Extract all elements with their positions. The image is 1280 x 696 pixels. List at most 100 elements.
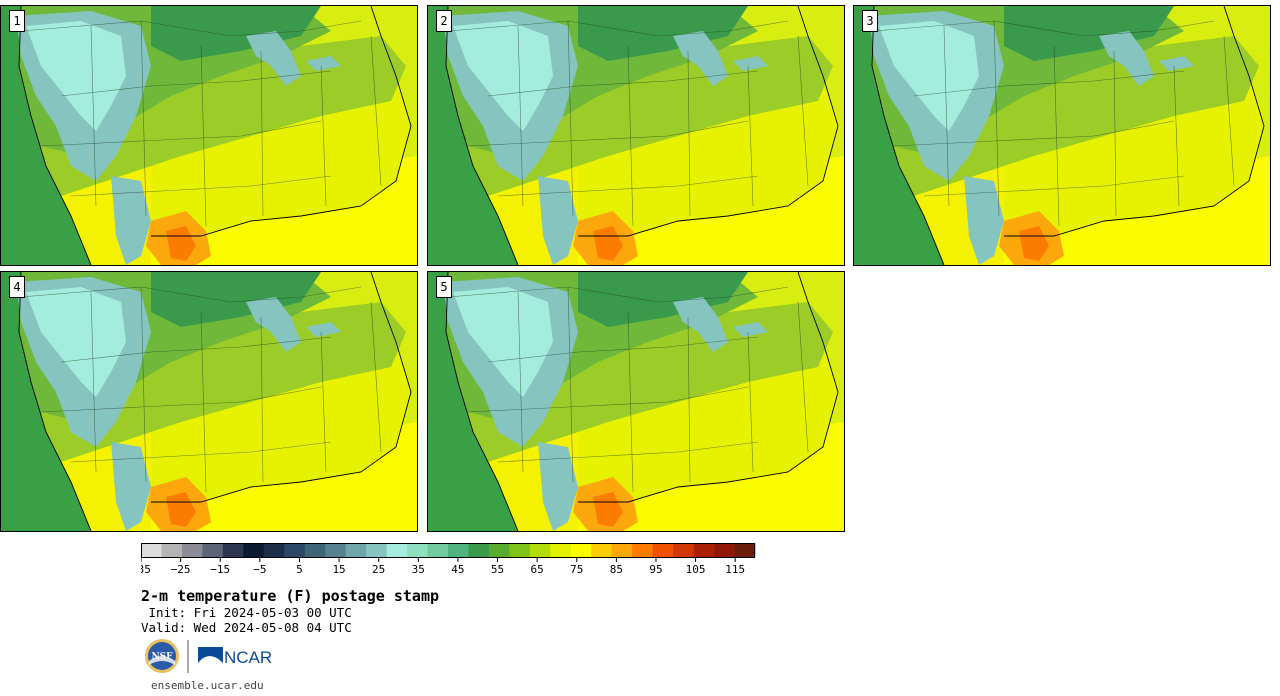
map-region-north-band — [578, 6, 748, 61]
colorbar-swatch — [591, 543, 613, 557]
colorbar-tick-label: 45 — [451, 563, 464, 576]
state-border — [260, 316, 264, 483]
footer-url: ensemble.ucar.edu — [151, 679, 264, 692]
colorbar-tick-label: −35 — [141, 563, 151, 576]
colorbar-swatch — [345, 543, 367, 557]
map-region-southeast-land — [151, 342, 411, 502]
state-border — [260, 50, 264, 217]
map-region-high-mountains — [453, 21, 553, 131]
panel-number: 2 — [436, 10, 452, 32]
map-region-south-mountains — [111, 442, 151, 531]
map-region-south-mountains — [538, 442, 578, 531]
colorbar-swatch — [734, 543, 756, 557]
state-border — [320, 65, 327, 207]
map-region-great-lakes — [673, 297, 768, 352]
colorbar-tick-label: 115 — [725, 563, 745, 576]
map-region-great-lakes — [246, 297, 341, 352]
state-border — [627, 45, 634, 227]
state-border — [913, 70, 1185, 97]
state-border — [447, 286, 789, 303]
state-border — [497, 441, 759, 463]
colorbar-swatch — [673, 543, 694, 557]
colorbar-tick-label: 25 — [372, 563, 385, 576]
colorbar-tick-label: 35 — [412, 563, 425, 576]
colorbar-tick-label: 95 — [649, 563, 662, 576]
state-border — [797, 35, 809, 187]
panel-2: 2 — [427, 5, 845, 266]
state-border — [60, 336, 332, 363]
map-region-high-mountains — [26, 287, 126, 397]
state-border — [517, 291, 524, 473]
state-border — [687, 50, 691, 217]
colorbar-swatch — [611, 543, 633, 557]
colorbar-swatch — [407, 543, 428, 557]
colorbar-swatch — [181, 543, 203, 557]
colorbar-swatch — [243, 543, 265, 557]
state-border — [90, 291, 97, 473]
temperature-map — [428, 6, 844, 265]
coastline — [18, 272, 412, 531]
map-region-north-band — [1004, 6, 1174, 61]
colorbar-swatch — [304, 543, 326, 557]
map-region-great-lakes — [246, 31, 341, 86]
colorbar-swatch — [202, 543, 224, 557]
state-border — [90, 25, 97, 207]
colorbar-swatch — [366, 543, 387, 557]
colorbar-swatch — [529, 543, 551, 557]
init-time: Init: Fri 2024-05-03 00 UTC — [141, 605, 352, 620]
coastline — [445, 6, 839, 265]
state-border — [747, 331, 754, 473]
map-region-texas-hotter — [593, 226, 623, 261]
state-border — [627, 311, 634, 493]
map-region-high-mountains — [26, 21, 126, 131]
map-region-west-ocean — [1, 6, 91, 265]
colorbar-swatch — [448, 543, 469, 557]
map-region-high-mountains — [453, 287, 553, 397]
state-border — [873, 20, 1215, 37]
state-border — [1113, 50, 1117, 217]
colorbar-tick-label: 105 — [686, 563, 706, 576]
ncar-logo: NCAR — [198, 647, 272, 667]
map-region-texas-hotter — [593, 492, 623, 527]
temperature-map — [854, 6, 1270, 265]
colorbar-swatch — [632, 543, 653, 557]
colorbar-swatch — [693, 543, 715, 557]
state-border — [1223, 35, 1235, 187]
state-border — [1053, 45, 1060, 227]
map-region-southeast-land — [578, 76, 838, 236]
panel-number: 5 — [436, 276, 452, 298]
map-region-west-ocean — [854, 6, 944, 265]
state-border — [797, 301, 809, 453]
panel-number: 1 — [9, 10, 25, 32]
state-border — [70, 175, 332, 197]
colorbar-swatch — [325, 543, 346, 557]
colorbar-swatch — [652, 543, 674, 557]
map-region-west-ocean — [428, 272, 518, 531]
colorbar-swatch — [550, 543, 572, 557]
map-region-texas-hotter — [166, 492, 196, 527]
colorbar-border — [141, 543, 755, 558]
state-border — [467, 120, 749, 147]
nsf-logo: NSF — [145, 639, 179, 673]
colorbar-tick-label: 85 — [610, 563, 623, 576]
state-border — [567, 286, 574, 483]
colorbar-swatch — [284, 543, 306, 557]
map-region-southeast-land — [1004, 76, 1264, 236]
nsf-logo-text: NSF — [151, 652, 173, 662]
state-border — [747, 65, 754, 207]
state-border — [567, 20, 574, 217]
map-region-great-lakes — [1099, 31, 1194, 86]
state-border — [370, 301, 382, 453]
state-border — [40, 120, 322, 147]
state-border — [60, 70, 332, 97]
state-border — [487, 336, 759, 363]
state-border — [467, 386, 749, 413]
panel-5: 5 — [427, 271, 845, 532]
state-border — [487, 70, 759, 97]
colorbar-swatch — [263, 543, 285, 557]
map-region-north-band — [578, 272, 748, 327]
map-region-north-band — [151, 272, 321, 327]
map-region-west-ocean — [1, 272, 91, 531]
colorbar-swatch — [161, 543, 183, 557]
colorbar-tick-label: 65 — [531, 563, 544, 576]
